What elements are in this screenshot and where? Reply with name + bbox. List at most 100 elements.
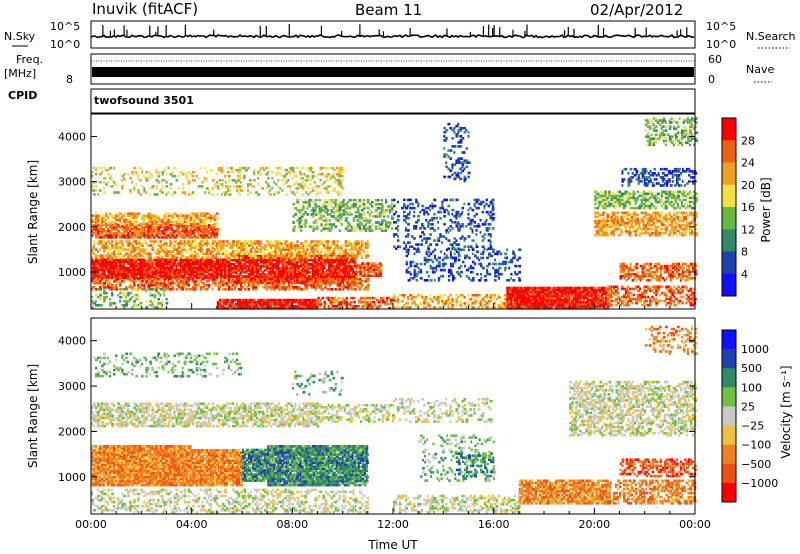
range-gate-cell (101, 262, 105, 266)
range-gate-cell (157, 277, 160, 281)
range-gate-cell (337, 302, 341, 306)
range-gate-cell (239, 260, 242, 264)
range-gate-cell (155, 266, 158, 270)
range-gate-cell (127, 254, 130, 257)
range-gate-cell (239, 258, 242, 262)
range-gate-cell (298, 256, 301, 259)
range-gate-cell (536, 302, 540, 306)
range-gate-cell (149, 262, 151, 266)
range-gate-cell (279, 267, 283, 270)
range-gate-cell (105, 234, 108, 237)
range-gate-cell (332, 254, 335, 258)
range-gate-cell (93, 223, 97, 227)
range-gate-cell (352, 273, 355, 276)
range-gate-cell (193, 274, 197, 278)
range-gate-cell (282, 252, 285, 255)
range-gate-cell (348, 277, 351, 280)
range-gate-cell (197, 256, 201, 259)
range-gate-cell (278, 279, 280, 283)
range-gate-cell (282, 283, 285, 287)
range-gate-cell (211, 274, 215, 278)
range-gate-cell (159, 218, 162, 222)
range-gate-cell (107, 286, 110, 289)
range-gate-cell (147, 283, 151, 287)
range-gate-cell (324, 283, 328, 287)
range-gate-cell (211, 240, 214, 243)
range-gate-cell (356, 254, 359, 257)
range-gate-cell (111, 223, 114, 227)
range-gate-cell (229, 246, 233, 249)
range-gate-cell (99, 291, 102, 295)
range-gate-cell (95, 293, 98, 297)
range-gate-cell (299, 300, 301, 304)
range-gate-cell (133, 254, 136, 257)
range-gate-cell (538, 300, 542, 304)
range-gate-cell (261, 260, 264, 264)
range-gate-cell (310, 277, 313, 280)
range-gate-cell (287, 300, 290, 304)
range-gate-cell (508, 294, 512, 298)
range-gate-cell (151, 225, 154, 229)
range-gate-cell (249, 302, 251, 306)
range-gate-cell (125, 304, 129, 307)
range-gate-cell (191, 246, 194, 249)
range-gate-cell (209, 252, 212, 255)
range-gate-cell (143, 216, 146, 220)
range-gate-cell (213, 279, 216, 283)
range-gate-cell (305, 304, 308, 308)
range-gate-cell (324, 250, 327, 253)
range-gate-cell (364, 252, 367, 255)
range-gate-cell (109, 276, 112, 280)
range-gate-cell (248, 277, 251, 281)
range-gate-cell (334, 254, 337, 257)
range-gate-cell (145, 216, 149, 220)
range-gate-cell (293, 300, 296, 304)
range-gate-cell (633, 264, 636, 268)
range-gate-cell (334, 265, 337, 268)
range-gate-cell (310, 275, 313, 278)
range-gate-cell (449, 293, 452, 297)
range-gate-cell (189, 262, 193, 266)
range-gate-cell (556, 296, 559, 300)
range-gate-cell (291, 281, 295, 284)
range-gate-cell (97, 216, 101, 220)
range-gate-cell (225, 281, 229, 285)
range-gate-cell (187, 240, 190, 243)
range-gate-cell (113, 266, 116, 270)
range-gate-cell (181, 228, 185, 231)
range-gate-cell (334, 246, 337, 249)
range-gate-cell (167, 228, 170, 231)
range-gate-cell (256, 246, 258, 249)
range-gate-cell (149, 270, 152, 274)
range-gate-cell (117, 272, 120, 276)
range-gate-cell (266, 288, 268, 291)
range-gate-cell (157, 268, 161, 272)
range-gate-cell (510, 294, 513, 298)
range-gate-cell (316, 246, 319, 249)
range-gate-cell (340, 271, 343, 274)
range-gate-cell (289, 258, 293, 262)
range-gate-cell (348, 263, 351, 266)
range-gate-cell (181, 225, 184, 229)
range-gate-cell (508, 288, 511, 292)
range-gate-cell (392, 298, 395, 302)
range-gate-cell (319, 298, 322, 302)
range-gate-cell (316, 258, 320, 262)
range-gate-cell (127, 274, 130, 278)
range-gate-cell (207, 248, 211, 251)
range-gate-cell (297, 258, 302, 262)
range-gate-cell (103, 254, 106, 257)
range-gate-cell (270, 256, 273, 259)
range-gate-cell (133, 228, 136, 231)
range-gate-cell (512, 304, 516, 308)
range-gate-cell (324, 281, 327, 285)
range-gate-cell (598, 294, 601, 298)
range-gate-cell (278, 283, 281, 287)
range-gate-cell (153, 250, 157, 253)
range-gate-cell (275, 256, 279, 260)
range-gate-cell (291, 263, 295, 266)
range-gate-cell (316, 254, 319, 258)
range-gate-cell (221, 288, 225, 291)
range-gate-cell (522, 292, 525, 296)
range-gate-cell (235, 267, 239, 270)
